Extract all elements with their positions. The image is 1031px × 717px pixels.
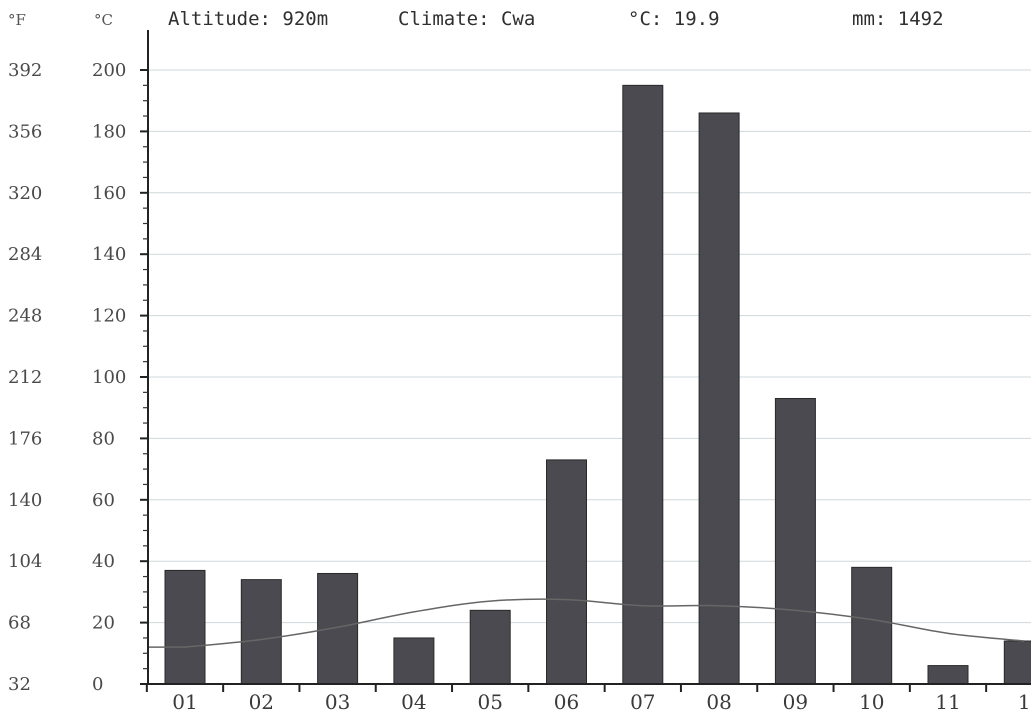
y-tick-label-celsius: 140	[92, 244, 126, 265]
x-tick-label: 09	[783, 690, 808, 714]
x-tick-label: 02	[249, 690, 274, 714]
y-tick-label-celsius: 0	[92, 674, 103, 695]
y-tick-label-fahrenheit: 32	[8, 674, 31, 695]
y-tick-label-celsius: 160	[92, 183, 126, 204]
unit-celsius-label: °C	[94, 11, 113, 29]
x-tick-label: 03	[325, 690, 350, 714]
x-tick-label: 07	[630, 690, 655, 714]
temperature-line	[148, 598, 1025, 648]
y-tick-label-celsius: 120	[92, 306, 126, 327]
precipitation-bar	[546, 459, 587, 685]
y-tick-label-fahrenheit: 356	[8, 121, 42, 142]
x-tick-label: 11	[935, 690, 960, 714]
y-tick-label-celsius: 60	[92, 490, 115, 511]
x-tick-label: 04	[401, 690, 426, 714]
mean-temp-label: °C: 19.9	[628, 8, 720, 30]
y-tick-label-fahrenheit: 248	[8, 306, 42, 327]
precipitation-bar	[393, 637, 435, 685]
y-tick-label-fahrenheit: 212	[8, 367, 42, 388]
x-tick-label: 1	[1018, 690, 1031, 714]
x-tick-label: 08	[706, 690, 731, 714]
y-tick-label-celsius: 80	[92, 428, 115, 449]
total-precip-label: mm: 1492	[852, 8, 944, 30]
gridlines	[148, 69, 1031, 624]
x-tick-label: 05	[477, 690, 502, 714]
precipitation-bar	[240, 579, 282, 685]
x-tick-labels: 01 02 03 04 05 06 07 08 09 10 11 1	[172, 690, 1030, 714]
y-tick-label-celsius: 40	[92, 551, 115, 572]
y-tick-label-fahrenheit: 104	[8, 551, 42, 572]
x-tick-label: 06	[554, 690, 579, 714]
precipitation-bar	[317, 572, 359, 685]
altitude-label: Altitude: 920m	[168, 8, 328, 30]
precipitation-bar	[774, 397, 816, 685]
y-tick-label-celsius: 180	[92, 121, 126, 142]
y-tick-label-celsius: 200	[92, 60, 126, 81]
y-tick-label-fahrenheit: 392	[8, 60, 42, 81]
precipitation-bar	[164, 569, 206, 685]
y-tick-labels: 0 32 20 68 40 104 60 140 80 176 100 212 120 248 140 284…	[8, 60, 126, 695]
axes	[140, 30, 1031, 692]
precipitation-bar	[1003, 640, 1031, 685]
precipitation-bar	[927, 665, 969, 685]
precipitation-bars	[164, 84, 1031, 685]
y-tick-label-fahrenheit: 68	[8, 613, 31, 634]
precipitation-bar	[622, 84, 664, 685]
climate-label: Climate: Cwa	[398, 8, 535, 30]
precipitation-bar	[851, 566, 893, 685]
precipitation-bar	[469, 609, 511, 685]
temperature-series-line	[148, 598, 1025, 648]
y-tick-label-fahrenheit: 320	[8, 183, 42, 204]
y-tick-label-fahrenheit: 140	[8, 490, 42, 511]
unit-fahrenheit-label: °F	[8, 11, 26, 29]
y-tick-label-fahrenheit: 176	[8, 428, 42, 449]
precipitation-bar	[698, 112, 740, 685]
y-tick-label-celsius: 20	[92, 613, 115, 634]
y-tick-label-fahrenheit: 284	[8, 244, 42, 265]
x-tick-label: 10	[859, 690, 884, 714]
x-tick-label: 01	[172, 690, 197, 714]
y-tick-label-celsius: 100	[92, 367, 126, 388]
